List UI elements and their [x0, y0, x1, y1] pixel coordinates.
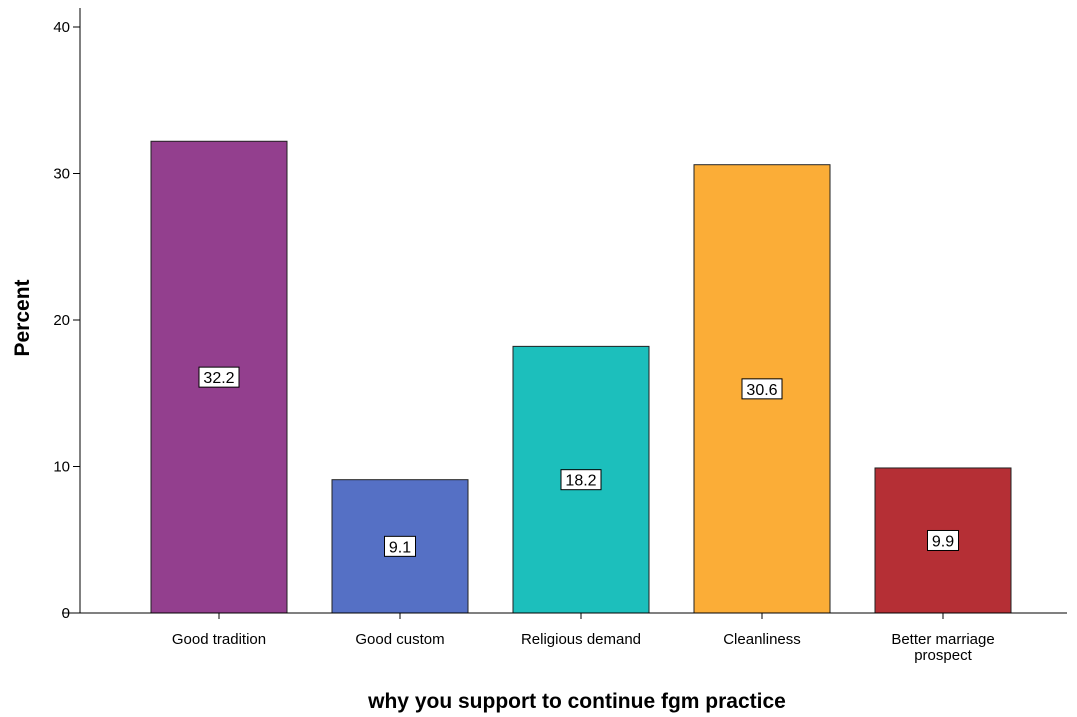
x-tick-label: Cleanliness: [723, 631, 801, 648]
bars-group: 32.2 9.1 18.2 30.6 9.9: [150, 140, 1012, 614]
data-label: 18.2: [565, 473, 596, 490]
y-tick-label: 20: [53, 312, 70, 329]
data-label: 30.6: [746, 382, 777, 399]
data-label-box: [384, 535, 416, 557]
y-tick-label: 10: [53, 459, 70, 476]
x-tick-label: Better marriage: [891, 631, 994, 648]
data-label-box: [927, 529, 959, 551]
data-label: 32.2: [203, 370, 234, 387]
y-tick-label: 40: [53, 19, 70, 36]
x-tick-label: Good custom: [355, 631, 444, 648]
data-label-box: [560, 469, 602, 491]
data-label-box: [198, 366, 240, 388]
x-tick-label: Good tradition: [172, 631, 266, 648]
data-label: 9.1: [389, 539, 411, 556]
axes-group: Good tradition Good custom Religious deman…: [53, 8, 1067, 664]
y-tick-label: 0: [62, 605, 70, 622]
x-tick-label: prospect: [914, 647, 972, 664]
x-axis-title: why you support to continue fgm practice: [367, 690, 786, 713]
x-tick-label: Religious demand: [521, 631, 641, 648]
data-label: 9.9: [932, 533, 954, 550]
y-tick-label: 30: [53, 166, 70, 183]
data-label-box: [741, 378, 783, 400]
y-axis-title: Percent: [11, 279, 34, 356]
